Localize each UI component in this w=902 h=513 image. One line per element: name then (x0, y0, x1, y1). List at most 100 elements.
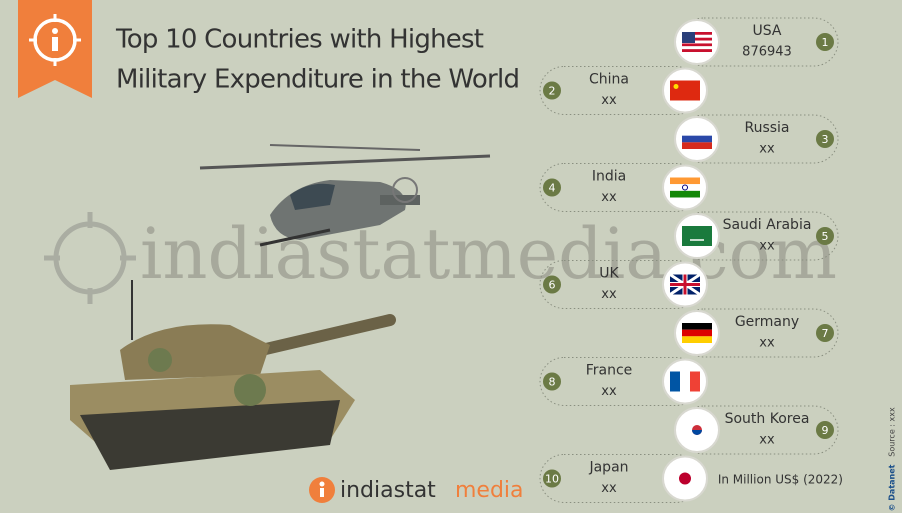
flag (670, 274, 700, 295)
flag-part (682, 226, 712, 246)
ranking-item: 5 Saudi Arabia xx (674, 211, 839, 261)
country-name: Germany (735, 314, 799, 330)
flag-part (682, 184, 688, 191)
flag-part (682, 37, 712, 41)
footer-logo (309, 477, 335, 503)
flag-part (682, 32, 695, 43)
country-name: India (592, 169, 626, 185)
rank-badge (816, 33, 834, 51)
flag-part (682, 43, 712, 47)
flag (670, 371, 700, 392)
flag-part (682, 32, 712, 35)
ranking-item: 6 UK xx (539, 260, 708, 309)
rank-number: 5 (822, 230, 829, 243)
rank-badge (816, 227, 834, 245)
country-name: USA (753, 23, 782, 39)
flag (682, 32, 712, 52)
helicopter-illustration (199, 144, 491, 247)
rank-badge (816, 130, 834, 148)
flag-part (673, 84, 679, 89)
rank-badge (543, 275, 561, 294)
country-name: France (586, 363, 633, 379)
rank-number: 6 (549, 279, 556, 292)
source: Source : xxx (888, 407, 897, 457)
flag-part (690, 371, 700, 392)
flag-part (670, 184, 700, 191)
footer-brand: indiastat (340, 478, 436, 503)
country-name: Saudi Arabia (723, 217, 812, 233)
country-name: South Korea (725, 411, 810, 427)
flag-part (682, 46, 712, 50)
rank-number: 2 (549, 85, 556, 98)
country-name: UK (599, 266, 619, 282)
flag-part (682, 34, 712, 38)
side-note: © Datanet Source : xxx (888, 407, 897, 511)
watermark-text: indiastatmedia.com (140, 213, 837, 295)
flag-body (670, 177, 700, 198)
flag-part (682, 135, 712, 143)
flag (682, 129, 712, 149)
rank-number: 8 (549, 376, 556, 389)
flag-body (682, 323, 712, 343)
rank-badge (816, 324, 834, 342)
rank-number: 3 (822, 133, 829, 146)
rank-number: 4 (549, 182, 556, 195)
rank-number: 1 (822, 36, 829, 49)
country-value: xx (759, 433, 775, 448)
flag-part (670, 177, 700, 185)
flag-part (682, 40, 712, 44)
flag-part (670, 80, 700, 101)
country-name: Japan (588, 460, 628, 476)
flag-body (682, 226, 712, 246)
country-value: xx (601, 190, 617, 205)
watermark-icon (44, 212, 136, 304)
flag-body (682, 420, 712, 440)
country-value: xx (759, 239, 775, 254)
flag (682, 323, 712, 343)
flag-body (682, 129, 712, 149)
flag-body (670, 371, 700, 392)
copyright: © Datanet (888, 464, 897, 511)
country-value: xx (601, 384, 617, 399)
ranking-item: 8 France xx (539, 357, 708, 406)
flag-part (670, 371, 680, 392)
flag-part (682, 129, 712, 136)
rank-badge (543, 469, 561, 488)
header-icon (18, 0, 92, 98)
country-value: xx (759, 336, 775, 351)
rank-number: 9 (822, 424, 829, 437)
country-value: xx (601, 481, 617, 496)
country-value: xx (759, 142, 775, 157)
flag (670, 177, 700, 198)
flag-part (670, 190, 700, 198)
flag-part (682, 142, 712, 149)
rank-badge (543, 81, 561, 100)
ranking-item: 9 South Korea xx (674, 405, 839, 455)
rank-badge (543, 178, 561, 197)
country-value: 876943 (742, 45, 792, 60)
flag-body (682, 32, 712, 52)
tank-illustration (70, 280, 396, 470)
flag-part (682, 329, 712, 337)
rank-badge (543, 372, 561, 391)
flag (670, 80, 700, 101)
flag-part (692, 430, 702, 435)
flag-body (670, 468, 700, 489)
ranking-list: 1 USA 876943 2 China xx 3 Russia xx 4 India xx 5 Saud… (539, 17, 839, 503)
country-name: China (589, 72, 629, 88)
flag (682, 420, 712, 440)
country-value: xx (601, 93, 617, 108)
flag-part (670, 274, 700, 295)
title-line: Military Expenditure in the World (116, 65, 520, 95)
flag (670, 468, 700, 489)
country-name: Russia (744, 120, 789, 136)
footer-brand-accent: media (455, 478, 524, 503)
ranking-item: 2 China xx (539, 66, 708, 115)
flag-part (679, 472, 691, 485)
ranking-item: 4 India xx (539, 163, 708, 212)
flag-part (682, 336, 712, 343)
country-value: xx (601, 287, 617, 302)
rank-number: 10 (545, 473, 559, 486)
ranking-item: 10 Japan xx (539, 454, 708, 503)
